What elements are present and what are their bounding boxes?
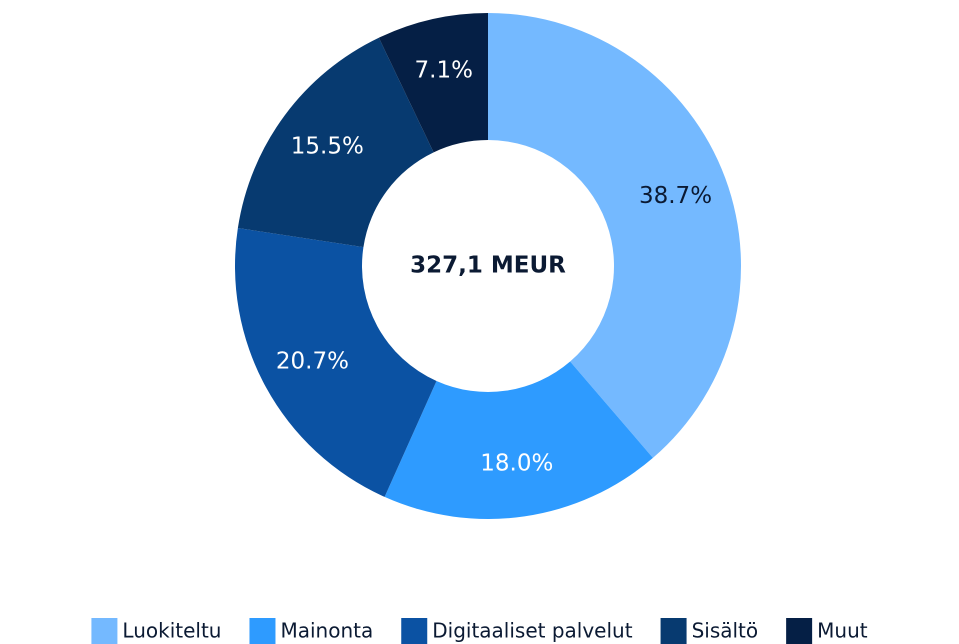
legend-swatch bbox=[660, 618, 687, 644]
legend-item: Muut bbox=[786, 618, 868, 644]
slice-label: 7.1% bbox=[415, 57, 473, 83]
legend-item: Luokiteltu bbox=[91, 618, 221, 644]
legend-label: Digitaaliset palvelut bbox=[432, 619, 632, 643]
slice-label: 38.7% bbox=[639, 183, 712, 209]
legend-swatch bbox=[786, 618, 813, 644]
legend-swatch bbox=[249, 618, 276, 644]
legend-swatch bbox=[401, 618, 428, 644]
legend-label: Mainonta bbox=[280, 619, 373, 643]
slice-label: 15.5% bbox=[291, 133, 364, 159]
slice bbox=[235, 227, 437, 497]
slice-label: 18.0% bbox=[480, 450, 553, 476]
slice bbox=[237, 37, 434, 248]
legend-swatch bbox=[91, 618, 118, 644]
center-label: 327,1 MEUR bbox=[410, 253, 566, 279]
legend-label: Luokiteltu bbox=[122, 619, 221, 643]
legend-item: Sisältö bbox=[660, 618, 759, 644]
slice bbox=[384, 361, 653, 520]
legend-label: Sisältö bbox=[692, 619, 759, 643]
legend-label: Muut bbox=[817, 619, 868, 643]
slice-label: 20.7% bbox=[276, 348, 349, 374]
legend-item: Mainonta bbox=[249, 618, 373, 644]
slice bbox=[378, 13, 488, 153]
slice bbox=[488, 13, 742, 458]
legend-item: Digitaaliset palvelut bbox=[401, 618, 633, 644]
